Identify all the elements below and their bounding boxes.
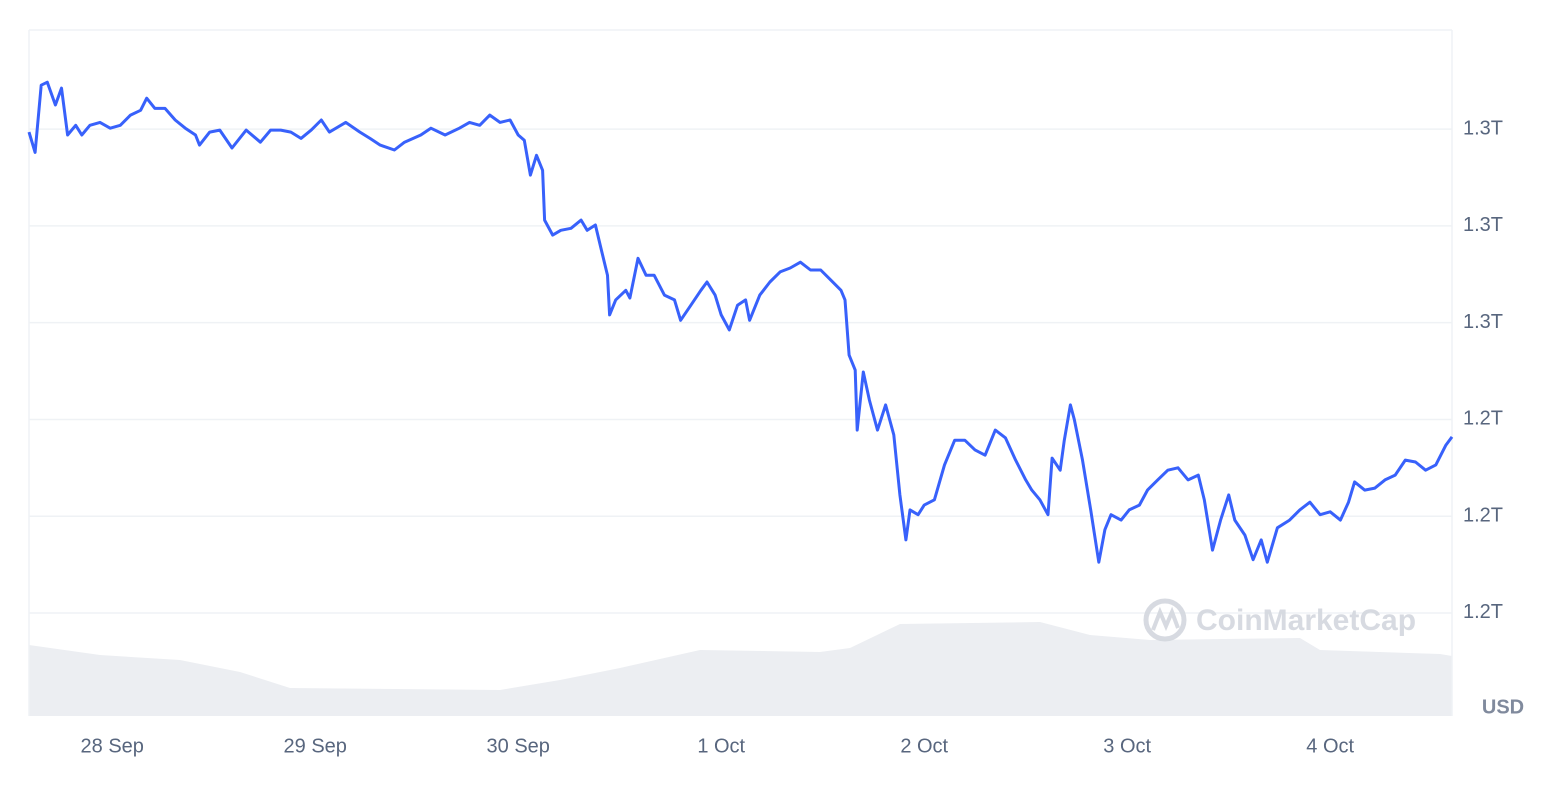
x-tick-label: 1 Oct [697,735,745,757]
watermark-logo-mark [1151,606,1180,632]
volume-area [29,622,1452,716]
y-tick-label: 1.3T [1463,117,1503,139]
x-tick-label: 3 Oct [1103,735,1151,757]
watermark-text: CoinMarketCap [1196,604,1416,637]
y-tick-label: 1.2T [1463,408,1503,430]
x-tick-label: 30 Sep [487,735,550,757]
x-tick-label: 4 Oct [1306,735,1354,757]
y-tick-label: 1.3T [1463,214,1503,236]
y-tick-label: 1.2T [1463,504,1503,526]
watermark-logo [1143,598,1187,642]
x-tick-label: 28 Sep [81,735,144,757]
price-line [27,80,1454,564]
unit-label: USD [1482,696,1524,718]
x-tick-label: 29 Sep [284,735,347,757]
watermark: CoinMarketCap [1143,598,1416,642]
x-tick-label: 2 Oct [900,735,948,757]
y-tick-label: 1.3T [1463,311,1503,333]
y-tick-label: 1.2T [1463,601,1503,623]
